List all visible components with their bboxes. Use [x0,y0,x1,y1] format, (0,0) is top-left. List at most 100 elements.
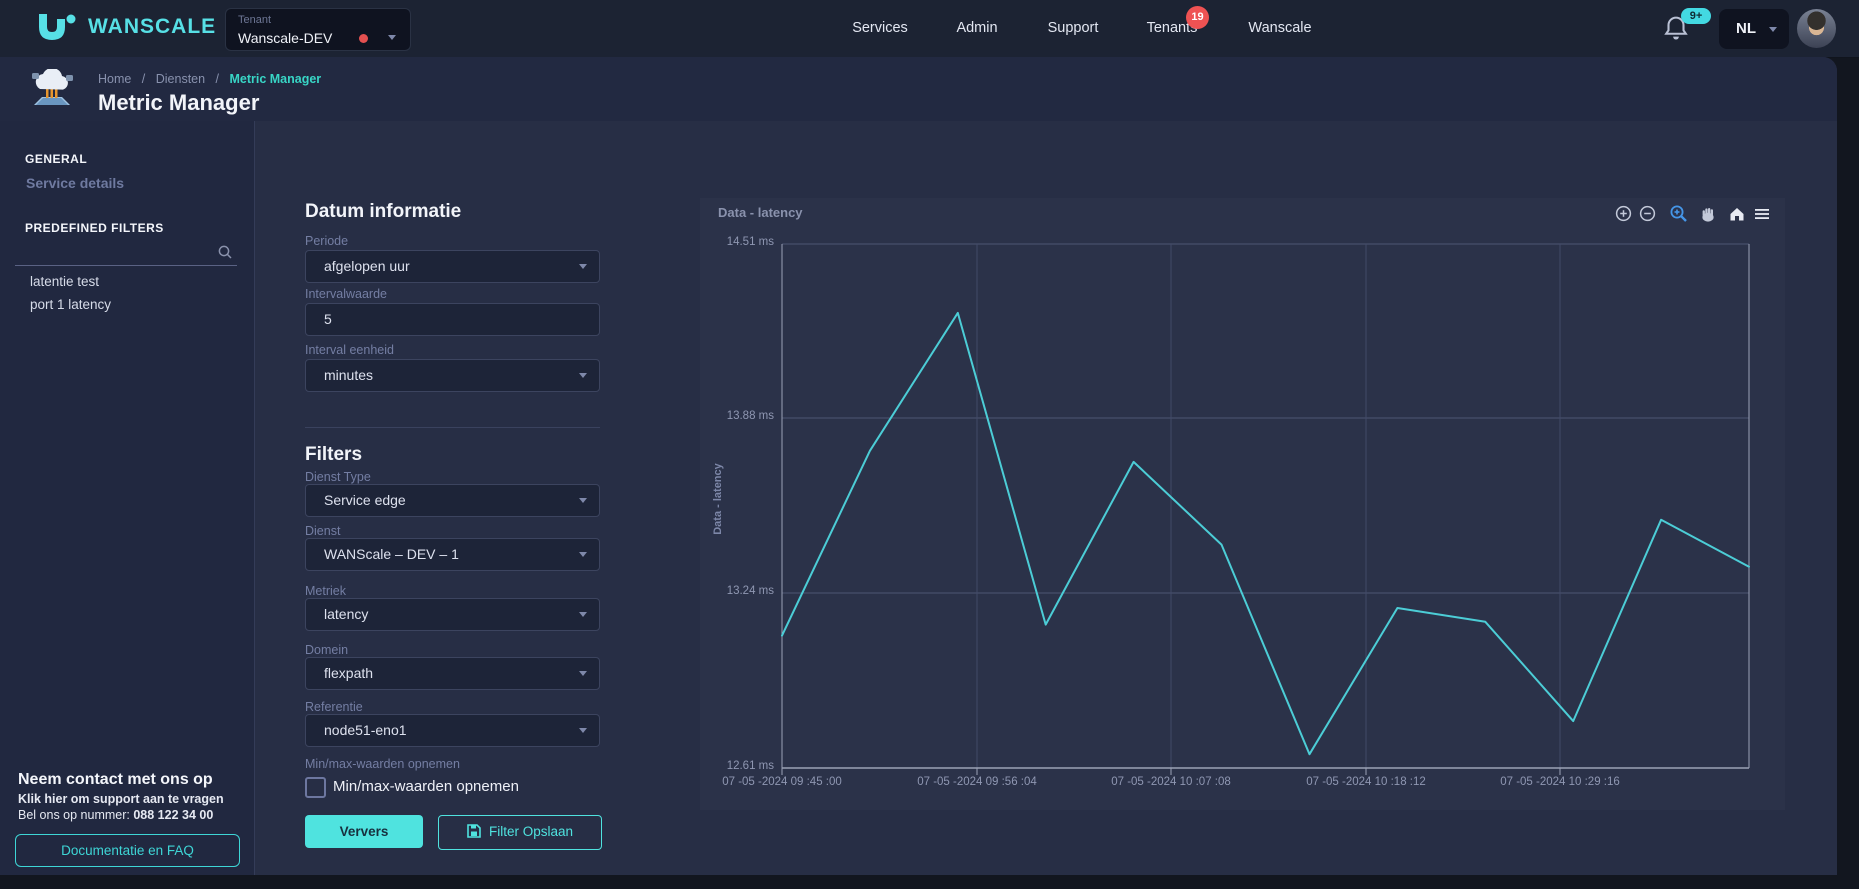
breadcrumb: Home / Diensten / Metric Manager [98,70,321,88]
metriek-value: latency [324,606,369,622]
chevron-down-icon [1769,27,1777,32]
interval-unit-value: minutes [324,367,374,383]
interval-value-input[interactable]: 5 [305,303,600,336]
dienst-label: Dienst [305,524,341,538]
interval-unit-label: Interval eenheid [305,343,394,357]
dienst-value: WANScale – DEV – 1 [324,546,459,562]
home-icon[interactable] [1728,205,1746,223]
nav-item-tenants[interactable]: Tenants [1146,20,1198,36]
dienst-type-label: Dienst Type [305,470,371,484]
tenant-selector[interactable]: Tenant Wanscale-DEV [225,8,411,51]
x-tick-label: 07 -05 -2024 09 :45 :00 [722,776,842,788]
chart-toolbar [1615,204,1771,223]
zoom-in-icon[interactable] [1615,205,1632,222]
app-surface: Home / Diensten / Metric Manager Metric … [0,57,1837,875]
dienst-type-select[interactable]: Service edge [305,484,600,517]
documentation-faq-button[interactable]: Documentatie en FAQ [15,834,240,867]
periode-value: afgelopen uur [324,258,410,274]
y-tick-label: 13.24 ms [726,585,774,597]
chevron-down-icon [579,552,587,557]
domein-value: flexpath [324,665,374,681]
contact-title: Neem contact met ons op [18,771,213,788]
contact-phone-prefix: Bel ons op nummer: [18,808,134,822]
minmax-checkbox[interactable] [305,777,326,798]
filter-search-input[interactable] [15,237,237,266]
sidebar-item-service-details[interactable]: Service details [26,175,125,191]
brand-name: WANSCALE [88,15,217,38]
interval-unit-select[interactable]: minutes [305,359,600,392]
metric-manager-icon [32,69,73,105]
latency-chart[interactable] [700,198,1785,810]
sidebar-section-predefined-filters: PREDEFINED FILTERS [25,221,164,235]
contact-phone-line: Bel ons op nummer: 088 122 34 00 [18,808,213,822]
filters-section-title: Filters [305,444,363,465]
pan-hand-icon[interactable] [1699,205,1717,223]
sidebar: GENERAL Service details PREDEFINED FILTE… [0,121,255,875]
selection-zoom-icon[interactable] [1669,204,1688,223]
breadcrumb-diensten[interactable]: Diensten [155,72,206,86]
nav-item-wanscale[interactable]: Wanscale [1248,20,1312,36]
minmax-label: Min/max-waarden opnemen [305,757,460,771]
dienst-select[interactable]: WANScale – DEV – 1 [305,538,600,571]
y-tick-label: 12.61 ms [726,760,774,772]
breadcrumb-separator: / [215,72,220,86]
search-icon [218,245,232,259]
date-section-title: Datum informatie [305,201,462,222]
save-filter-label: Filter Opslaan [488,824,574,839]
metriek-label: Metriek [305,584,346,598]
referentie-value: node51-eno1 [324,722,407,738]
x-tick-label: 07 -05 -2024 10 :18 :12 [1306,776,1426,788]
referentie-select[interactable]: node51-eno1 [305,714,600,747]
page-title: Metric Manager [98,90,260,115]
user-avatar[interactable] [1797,9,1836,48]
nav-item-admin[interactable]: Admin [956,20,998,36]
breadcrumb-current: Metric Manager [229,72,322,86]
tenant-value: Wanscale-DEV [238,30,333,46]
menu-icon[interactable] [1753,205,1771,223]
predefined-filter-item[interactable]: port 1 latency [30,297,112,312]
x-tick-label: 07 -05 -2024 10 :29 :16 [1500,776,1620,788]
latency-chart-panel: Data - latency [700,198,1785,810]
tenant-label: Tenant [238,14,272,26]
zoom-out-icon[interactable] [1639,205,1656,222]
chevron-down-icon [579,498,587,503]
metriek-select[interactable]: latency [305,598,600,631]
chevron-down-icon [579,671,587,676]
chevron-down-icon [579,373,587,378]
breadcrumb-home[interactable]: Home [98,72,132,86]
periode-select[interactable]: afgelopen uur [305,250,600,283]
latency-line [781,311,1750,756]
contact-support-link[interactable]: Klik hier om support aan te vragen [18,792,224,806]
save-icon [467,824,481,838]
save-filter-button[interactable]: Filter Opslaan [438,815,602,850]
notifications-button[interactable] [1662,13,1694,45]
section-divider [305,427,600,428]
y-axis-title: Data - latency [712,463,724,535]
notifications-badge: 9+ [1681,8,1711,24]
y-tick-label: 13.88 ms [726,410,774,422]
referentie-label: Referentie [305,700,363,714]
x-tick-label: 07 -05 -2024 10 :07 :08 [1111,776,1231,788]
tenant-status-dot [359,34,368,43]
chevron-down-icon [579,612,587,617]
tenants-count-badge: 19 [1186,6,1209,29]
contact-phone-number: 088 122 34 00 [133,808,214,822]
top-navbar: WANSCALE Tenant Wanscale-DEV Services Ad… [0,0,1859,58]
page-header: Home / Diensten / Metric Manager Metric … [0,57,1837,121]
language-value: NL [1736,20,1756,37]
dienst-type-value: Service edge [324,492,406,508]
refresh-button[interactable]: Ververs [305,815,423,848]
nav-item-support[interactable]: Support [1047,20,1099,36]
interval-value-label: Intervalwaarde [305,287,387,301]
breadcrumb-separator: / [141,72,146,86]
domein-label: Domein [305,643,349,657]
chevron-down-icon [579,728,587,733]
language-selector[interactable]: NL [1719,9,1789,49]
nav-item-services[interactable]: Services [852,20,908,36]
interval-value: 5 [324,311,332,327]
predefined-filter-item[interactable]: latentie test [30,274,100,289]
domein-select[interactable]: flexpath [305,657,600,690]
sidebar-section-general: GENERAL [25,152,88,166]
periode-label: Periode [305,234,349,248]
minmax-checkbox-label: Min/max-waarden opnemen [333,778,519,795]
